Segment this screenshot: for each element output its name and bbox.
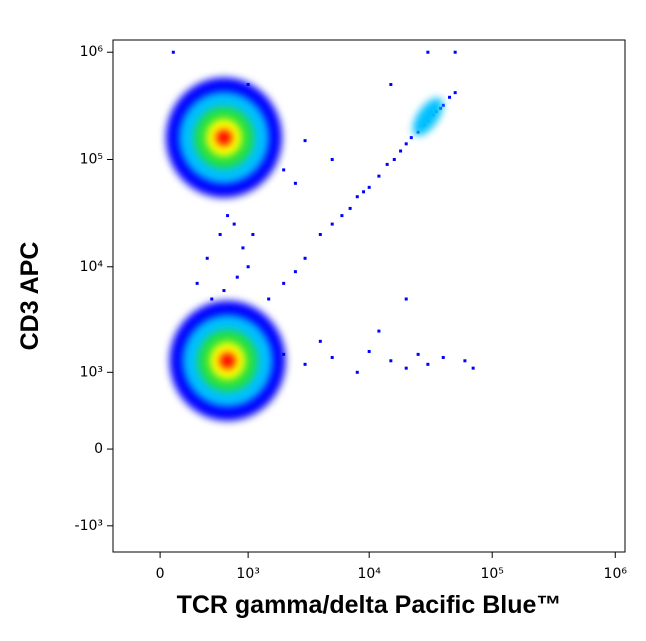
y-tick-label: 10⁶ [80, 44, 104, 60]
y-tick-label: 0 [94, 441, 103, 457]
density-level [215, 129, 232, 146]
event-dot [340, 214, 344, 218]
event-dot [453, 91, 457, 95]
event-dot [404, 297, 408, 301]
event-dot [392, 158, 396, 162]
event-dot [404, 142, 408, 146]
event-dot [232, 222, 236, 226]
event-dot [404, 366, 408, 370]
event-dot [246, 265, 250, 269]
event-dot [441, 355, 445, 359]
event-dot [377, 174, 381, 178]
event-dot [355, 370, 359, 374]
event-dot [367, 185, 371, 189]
x-tick-label: 10³ [236, 566, 259, 582]
event-dot [416, 352, 420, 356]
y-tick-label: 10⁴ [80, 259, 104, 275]
event-dot [303, 362, 307, 366]
event-dot [222, 289, 226, 293]
event-dot [241, 246, 245, 250]
marks [165, 50, 475, 421]
x-tick-label: 10⁴ [357, 566, 381, 582]
y-axis-title: CD3 APC [16, 242, 44, 351]
event-dot [377, 329, 381, 333]
x-tick-label: 10⁶ [604, 566, 628, 582]
event-dot [171, 50, 175, 54]
event-dot [303, 139, 307, 143]
event-dot [205, 256, 209, 260]
density-level [219, 352, 236, 369]
event-dot [330, 355, 334, 359]
event-dot [463, 359, 467, 363]
event-dot [318, 339, 322, 343]
x-tick-label: 10⁵ [480, 566, 503, 582]
density-level [412, 97, 443, 136]
event-dot [385, 162, 389, 166]
event-dot [282, 281, 286, 285]
y-tick-label: 10⁵ [80, 152, 103, 168]
event-dot [195, 281, 199, 285]
event-dot [399, 149, 403, 153]
event-dot [441, 103, 445, 107]
event-dot [389, 83, 393, 87]
event-dot [426, 362, 430, 366]
event-dot [235, 275, 239, 279]
event-dot [362, 190, 366, 194]
event-dot [218, 232, 222, 236]
event-dot [453, 50, 457, 54]
event-dot [389, 359, 393, 363]
event-dot [471, 366, 475, 370]
event-dot [409, 136, 413, 140]
event-dot [267, 297, 271, 301]
event-dot [303, 256, 307, 260]
x-axis-title: TCR gamma/delta Pacific Blue™ [177, 591, 562, 619]
event-dot [330, 158, 334, 162]
event-dot [226, 214, 230, 218]
event-dot [293, 270, 297, 274]
event-dot [448, 95, 452, 99]
event-dot [355, 195, 359, 199]
y-tick-label: 10³ [80, 364, 103, 380]
event-dot [348, 206, 352, 210]
event-dot [367, 349, 371, 353]
y-tick-label: -10³ [75, 518, 103, 534]
event-dot [210, 297, 214, 301]
event-dot [282, 168, 286, 172]
x-tick-label: 0 [156, 566, 165, 582]
event-dot [293, 181, 297, 185]
event-dot [251, 232, 255, 236]
event-dot [318, 232, 322, 236]
event-dot [426, 50, 430, 54]
event-dot [330, 222, 334, 226]
